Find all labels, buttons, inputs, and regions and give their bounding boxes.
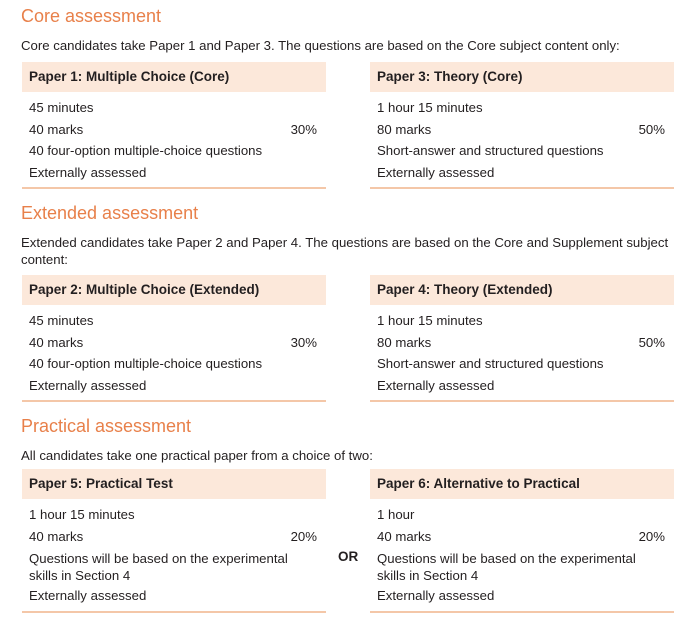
paper-card: Paper 1: Multiple Choice (Core) 45 minut…	[22, 62, 326, 189]
paper-card: Paper 4: Theory (Extended) 1 hour 15 min…	[370, 275, 674, 402]
paper-duration: 1 hour	[377, 507, 415, 522]
paper-questions: Questions will be based on the experimen…	[29, 551, 288, 583]
paper-questions: Short-answer and structured questions	[377, 356, 604, 371]
paper-assessment: Externally assessed	[29, 588, 147, 603]
paper-assessment: Externally assessed	[377, 164, 495, 180]
paper-title: Paper 6: Alternative to Practical	[370, 469, 674, 499]
paper-questions: Questions will be based on the experimen…	[377, 551, 636, 583]
section-title: Practical assessment	[21, 416, 192, 436]
paper-card: Paper 5: Practical Test 1 hour 15 minute…	[22, 469, 326, 613]
paper-weighting: 20%	[638, 528, 665, 544]
paper-questions: 40 four-option multiple-choice questions	[29, 356, 263, 371]
paper-marks-row: 80 marks 50%	[377, 332, 667, 354]
paper-questions: Short-answer and structured questions	[377, 143, 604, 158]
paper-assessment: Externally assessed	[29, 377, 147, 393]
paper-title: Paper 5: Practical Test	[22, 469, 326, 499]
paper-duration: 45 minutes	[29, 100, 94, 115]
paper-marks-row: 40 marks 30%	[29, 119, 319, 141]
paper-title: Paper 2: Multiple Choice (Extended)	[22, 275, 326, 305]
paper-marks-row: 40 marks 20%	[29, 526, 319, 548]
paper-marks: 40 marks	[377, 528, 432, 544]
section-title: Extended assessment	[21, 203, 199, 223]
paper-assessment: Externally assessed	[377, 377, 495, 393]
paper-marks: 40 marks	[29, 528, 84, 544]
paper-weighting: 50%	[638, 121, 665, 137]
paper-title: Paper 1: Multiple Choice (Core)	[22, 62, 326, 92]
paper-duration: 1 hour 15 minutes	[377, 313, 483, 328]
section-description: Core candidates take Paper 1 and Paper 3…	[21, 38, 620, 53]
paper-weighting: 50%	[638, 334, 665, 350]
paper-title: Paper 4: Theory (Extended)	[370, 275, 674, 305]
paper-weighting: 30%	[290, 334, 317, 350]
or-label: OR	[338, 549, 359, 564]
paper-duration: 45 minutes	[29, 313, 94, 328]
paper-card: Paper 6: Alternative to Practical 1 hour…	[370, 469, 674, 613]
paper-marks: 80 marks	[377, 334, 432, 350]
paper-card: Paper 2: Multiple Choice (Extended) 45 m…	[22, 275, 326, 402]
paper-weighting: 20%	[290, 528, 317, 544]
paper-marks: 80 marks	[377, 121, 432, 137]
section-description: Extended candidates take Paper 2 and Pap…	[21, 235, 669, 267]
paper-duration: 1 hour 15 minutes	[377, 100, 483, 115]
paper-marks: 40 marks	[29, 334, 84, 350]
paper-questions: 40 four-option multiple-choice questions	[29, 143, 263, 158]
paper-marks-row: 40 marks 20%	[377, 526, 667, 548]
paper-marks: 40 marks	[29, 121, 84, 137]
section-description: All candidates take one practical paper …	[21, 448, 373, 463]
section-title: Core assessment	[21, 6, 162, 26]
paper-weighting: 30%	[290, 121, 317, 137]
paper-marks-row: 80 marks 50%	[377, 119, 667, 141]
paper-title: Paper 3: Theory (Core)	[370, 62, 674, 92]
paper-assessment: Externally assessed	[29, 164, 147, 180]
paper-duration: 1 hour 15 minutes	[29, 507, 135, 522]
paper-marks-row: 40 marks 30%	[29, 332, 319, 354]
paper-assessment: Externally assessed	[377, 588, 495, 603]
paper-card: Paper 3: Theory (Core) 1 hour 15 minutes…	[370, 62, 674, 189]
